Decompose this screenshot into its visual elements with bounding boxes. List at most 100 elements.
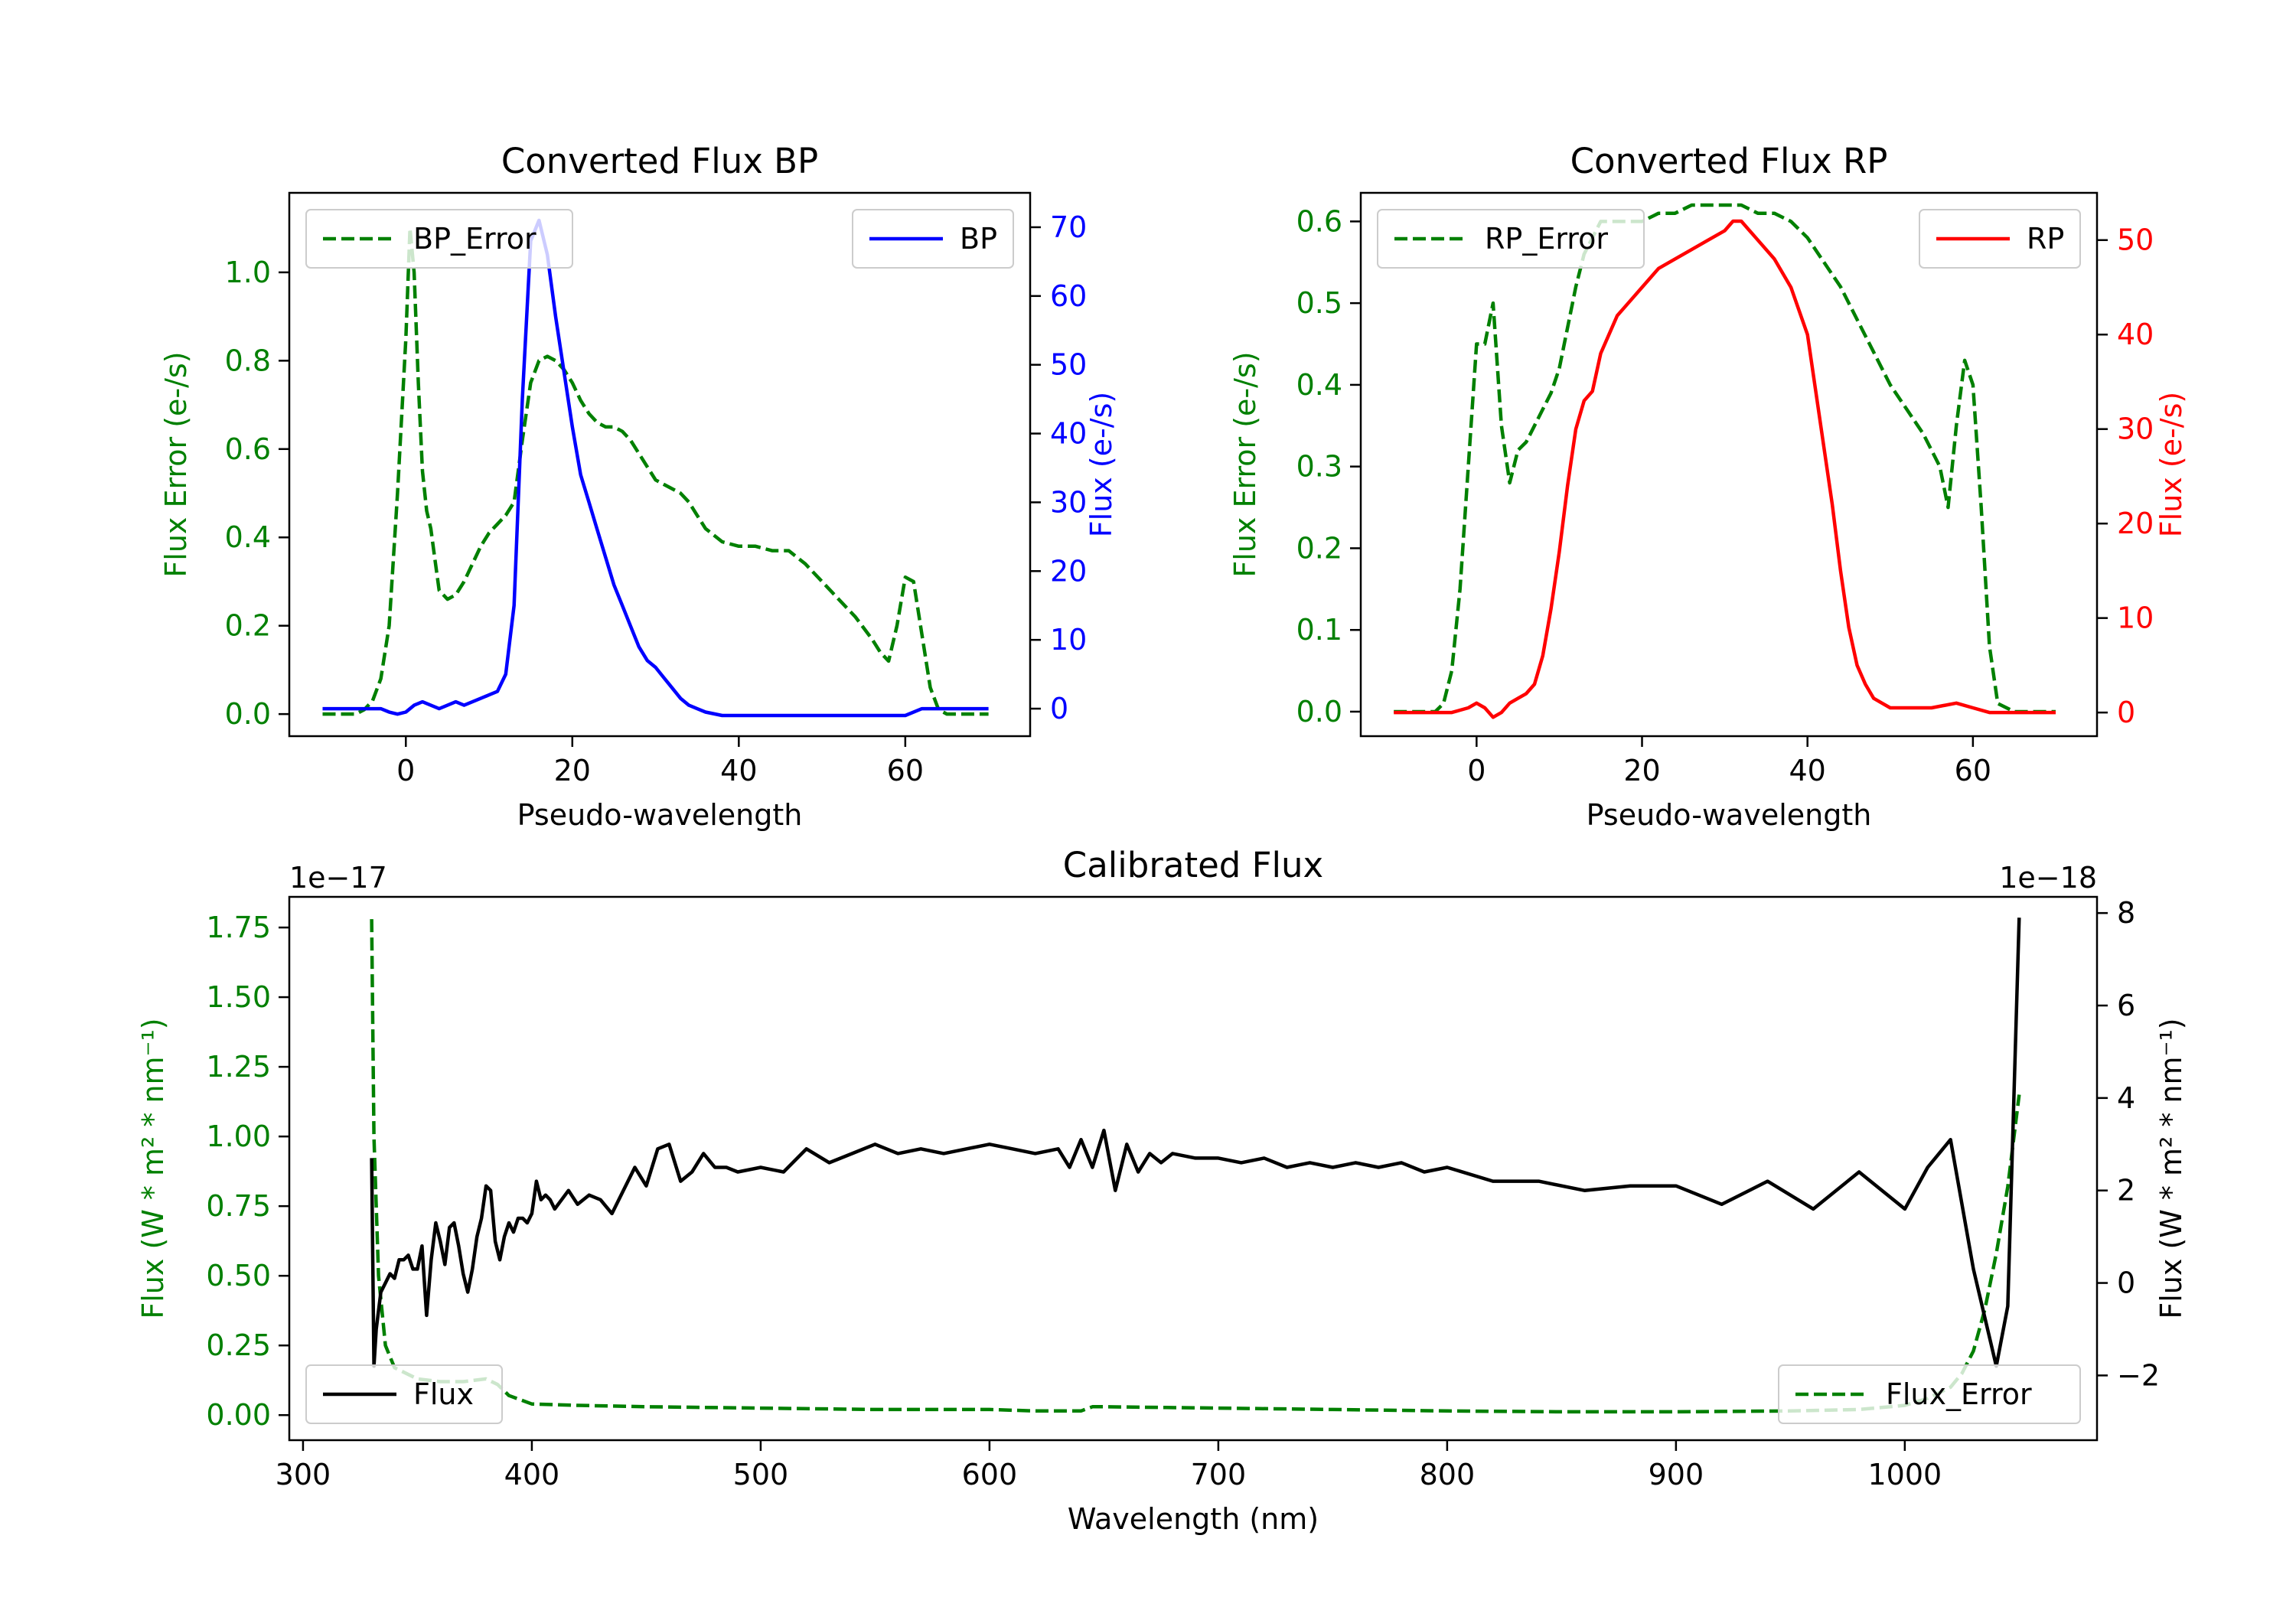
y-left-tick-label: 0.25 (206, 1328, 271, 1362)
y-left-tick-label: 0.6 (1296, 204, 1342, 238)
x-axis-label: Pseudo-wavelength (517, 798, 803, 832)
y-right-tick-label: 0 (2117, 696, 2135, 729)
y-right-axis-label: Flux (e-/s) (2154, 392, 2188, 537)
legend-flux-error: Flux_Error (1778, 1364, 2081, 1424)
y-right-tick-label: 0 (1050, 692, 1068, 725)
x-axis-label: Pseudo-wavelength (1587, 798, 1872, 832)
y-left-tick-label: 0.8 (225, 344, 271, 377)
y-right-axis-label: Flux (e-/s) (1084, 392, 1118, 537)
x-tick-label: 20 (1623, 754, 1660, 787)
y-left-tick-label: 0.00 (206, 1398, 271, 1432)
y-left-tick-label: 0.50 (206, 1259, 271, 1292)
x-tick-label: 300 (276, 1458, 331, 1491)
y-left-offset-label: 1e−17 (289, 861, 387, 895)
legend-label: RP (2027, 222, 2064, 256)
x-tick-label: 1000 (1867, 1458, 1942, 1491)
series-line-rp-error (1394, 203, 2056, 714)
y-right-tick-label: 4 (2117, 1081, 2135, 1115)
axes-frame (288, 191, 1032, 738)
y-left-tick-label: 0.0 (1296, 695, 1342, 729)
y-left-axis-label: Flux Error (e-/s) (159, 351, 193, 577)
series-line-flux (370, 918, 2021, 1368)
x-tick-label: 500 (733, 1458, 789, 1491)
y-right-tick-label: −2 (2117, 1358, 2160, 1392)
chart-panel-3: 300 400 500 600 700 800 900 1000 0.00 0.25 0.50 0.7… (136, 845, 2188, 1536)
legend-box (1377, 209, 1645, 269)
x-tick-label: 20 (554, 754, 591, 787)
chart-title: Converted Flux BP (501, 141, 818, 181)
x-tick-label: 900 (1649, 1458, 1704, 1491)
y-left-tick-label: 0.6 (225, 432, 271, 466)
y-left-tick-label: 1.50 (206, 980, 271, 1014)
y-right-tick-label: 10 (1050, 623, 1087, 657)
legend-label: RP_Error (1485, 222, 1608, 256)
chart-title: Converted Flux RP (1570, 141, 1888, 181)
y-right-offset-label: 1e−18 (1999, 861, 2097, 895)
legend-flux: Flux (305, 1364, 503, 1424)
legend-box (305, 209, 573, 269)
y-left-axis-label: Flux Error (e-/s) (1228, 351, 1262, 577)
y-right-tick-label: 6 (2117, 989, 2135, 1022)
y-right-tick-label: 10 (2117, 601, 2154, 635)
legend-label: BP (960, 222, 997, 256)
x-tick-label: 40 (720, 754, 757, 787)
y-left-tick-label: 0.4 (1296, 368, 1342, 402)
x-tick-label: 800 (1420, 1458, 1476, 1491)
y-right-tick-label: 2 (2117, 1174, 2135, 1208)
y-left-tick-label: 1.0 (225, 256, 271, 289)
y-left-tick-label: 0.5 (1296, 286, 1342, 320)
y-right-tick-label: 70 (1050, 210, 1087, 244)
y-right-tick-label: 40 (2117, 318, 2154, 351)
y-right-tick-label: 30 (1050, 485, 1087, 519)
legend-label: BP_Error (413, 222, 536, 256)
y-right-tick-label: 60 (1050, 279, 1087, 313)
legend-bp: BP (852, 209, 1014, 269)
legend-rp-error: RP_Error (1377, 209, 1645, 269)
x-tick-label: 40 (1789, 754, 1826, 787)
x-axis-label: Wavelength (nm) (1068, 1502, 1319, 1536)
y-left-tick-label: 1.00 (206, 1120, 271, 1153)
y-right-tick-label: 50 (1050, 348, 1087, 382)
y-left-tick-label: 0.1 (1296, 613, 1342, 647)
y-left-tick-label: 1.25 (206, 1050, 271, 1084)
x-tick-label: 700 (1191, 1458, 1247, 1491)
legend-label: Flux (413, 1377, 474, 1411)
y-right-tick-label: 20 (1050, 554, 1087, 588)
legend-box (1778, 1364, 2081, 1424)
y-left-tick-label: 0.3 (1296, 450, 1342, 484)
y-left-tick-label: 0.4 (225, 520, 271, 554)
y-left-axis-label: Flux (W * m² * nm⁻¹) (136, 1018, 170, 1319)
y-right-tick-label: 40 (1050, 417, 1087, 451)
axes-frame (1359, 191, 2099, 738)
legend-rp: RP (1919, 209, 2081, 269)
series-line-bp-error (322, 226, 989, 716)
x-tick-label: 60 (887, 754, 924, 787)
x-tick-label: 400 (504, 1458, 560, 1491)
series-line-bp (322, 218, 989, 718)
series-line-flux-error (370, 919, 2021, 1414)
chart-title: Calibrated Flux (1063, 845, 1323, 885)
y-right-axis-label: Flux (W * m² * nm⁻¹) (2154, 1018, 2188, 1319)
x-tick-label: 60 (1955, 754, 1991, 787)
chart-panel-2: 0 20 40 60 0.0 0.1 0.2 0.3 0.4 0.5 0.6 0 10 20 30 40 50 C… (1228, 141, 2188, 832)
legend-label: Flux_Error (1886, 1377, 2032, 1411)
y-left-tick-label: 0.2 (1296, 531, 1342, 565)
y-left-tick-label: 0.75 (206, 1189, 271, 1223)
y-left-tick-label: 1.75 (206, 911, 271, 944)
y-right-tick-label: 30 (2117, 412, 2154, 446)
x-tick-label: 0 (1467, 754, 1486, 787)
y-right-tick-label: 8 (2117, 896, 2135, 930)
y-right-tick-label: 20 (2117, 507, 2154, 540)
legend-bp-error: BP_Error (305, 209, 573, 269)
x-tick-label: 0 (396, 754, 415, 787)
y-left-tick-label: 0.2 (225, 609, 271, 643)
y-right-tick-label: 50 (2117, 223, 2154, 257)
series-line-rp (1394, 219, 2056, 719)
y-right-tick-label: 0 (2117, 1266, 2135, 1300)
y-left-tick-label: 0.0 (225, 697, 271, 731)
legend-box (305, 1364, 503, 1424)
chart-panel-1: 0 20 40 60 0.0 0.2 0.4 0.6 0.8 1.0 0 10 20 30 40 50 60 70… (159, 141, 1118, 832)
x-tick-label: 600 (962, 1458, 1018, 1491)
axes-frame (288, 895, 2099, 1442)
